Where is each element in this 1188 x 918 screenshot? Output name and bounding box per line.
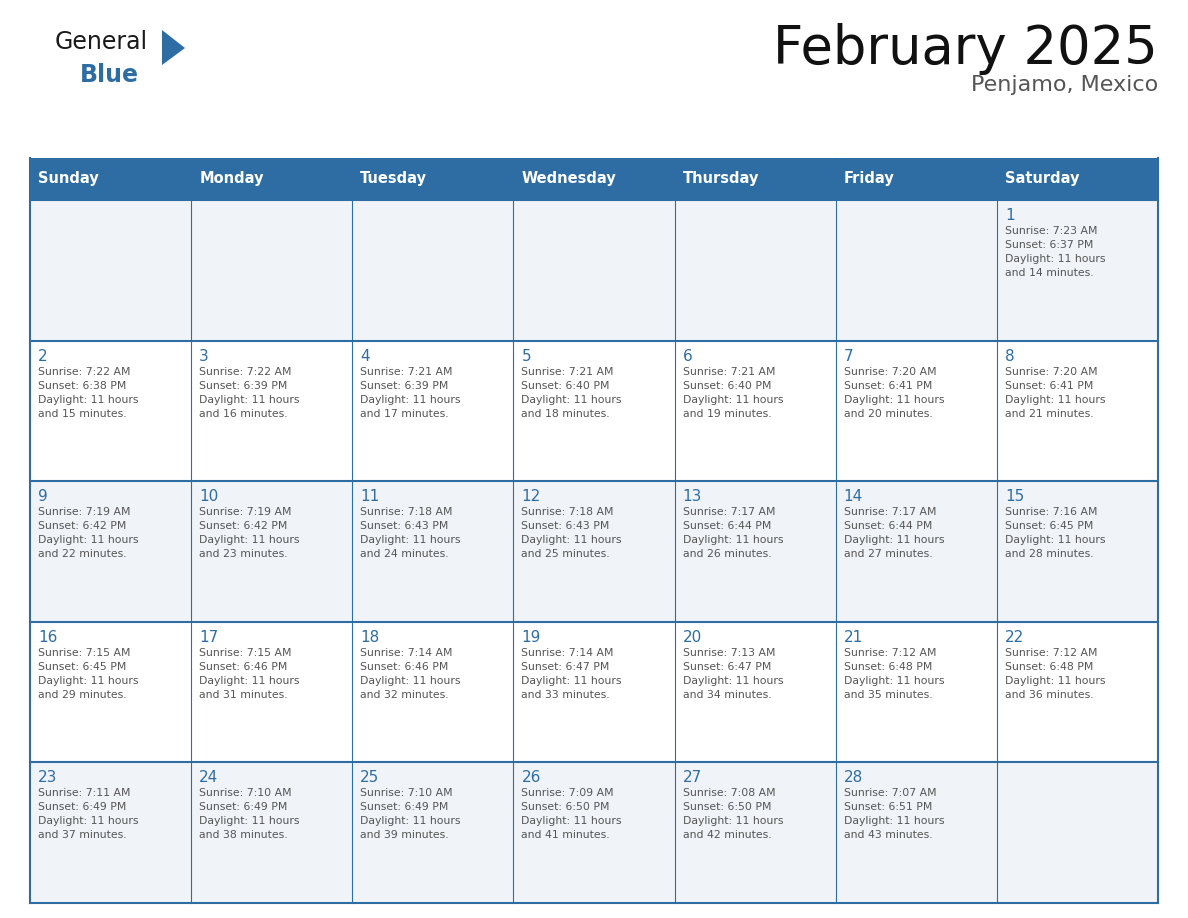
Text: Monday: Monday — [200, 172, 264, 186]
Text: 17: 17 — [200, 630, 219, 644]
Text: Sunrise: 7:21 AM
Sunset: 6:40 PM
Daylight: 11 hours
and 18 minutes.: Sunrise: 7:21 AM Sunset: 6:40 PM Dayligh… — [522, 366, 623, 419]
Text: 1: 1 — [1005, 208, 1015, 223]
Text: 13: 13 — [683, 489, 702, 504]
Text: 5: 5 — [522, 349, 531, 364]
Text: 23: 23 — [38, 770, 57, 786]
Text: Sunrise: 7:15 AM
Sunset: 6:46 PM
Daylight: 11 hours
and 31 minutes.: Sunrise: 7:15 AM Sunset: 6:46 PM Dayligh… — [200, 648, 299, 700]
Text: Penjamo, Mexico: Penjamo, Mexico — [971, 75, 1158, 95]
Text: 11: 11 — [360, 489, 379, 504]
Text: Sunrise: 7:08 AM
Sunset: 6:50 PM
Daylight: 11 hours
and 42 minutes.: Sunrise: 7:08 AM Sunset: 6:50 PM Dayligh… — [683, 789, 783, 840]
Bar — [30, 200, 1158, 341]
Text: Sunrise: 7:18 AM
Sunset: 6:43 PM
Daylight: 11 hours
and 24 minutes.: Sunrise: 7:18 AM Sunset: 6:43 PM Dayligh… — [360, 508, 461, 559]
Text: Sunrise: 7:07 AM
Sunset: 6:51 PM
Daylight: 11 hours
and 43 minutes.: Sunrise: 7:07 AM Sunset: 6:51 PM Dayligh… — [843, 789, 944, 840]
Text: 27: 27 — [683, 770, 702, 786]
Text: Sunrise: 7:12 AM
Sunset: 6:48 PM
Daylight: 11 hours
and 36 minutes.: Sunrise: 7:12 AM Sunset: 6:48 PM Dayligh… — [1005, 648, 1105, 700]
Text: 14: 14 — [843, 489, 862, 504]
Bar — [30, 158, 1158, 200]
Text: Sunrise: 7:14 AM
Sunset: 6:47 PM
Daylight: 11 hours
and 33 minutes.: Sunrise: 7:14 AM Sunset: 6:47 PM Dayligh… — [522, 648, 623, 700]
Text: Sunrise: 7:12 AM
Sunset: 6:48 PM
Daylight: 11 hours
and 35 minutes.: Sunrise: 7:12 AM Sunset: 6:48 PM Dayligh… — [843, 648, 944, 700]
Text: 9: 9 — [38, 489, 48, 504]
Text: Sunrise: 7:17 AM
Sunset: 6:44 PM
Daylight: 11 hours
and 26 minutes.: Sunrise: 7:17 AM Sunset: 6:44 PM Dayligh… — [683, 508, 783, 559]
Text: Sunrise: 7:11 AM
Sunset: 6:49 PM
Daylight: 11 hours
and 37 minutes.: Sunrise: 7:11 AM Sunset: 6:49 PM Dayligh… — [38, 789, 139, 840]
Text: Thursday: Thursday — [683, 172, 759, 186]
Bar — [30, 763, 1158, 903]
Text: 8: 8 — [1005, 349, 1015, 364]
Text: Sunrise: 7:23 AM
Sunset: 6:37 PM
Daylight: 11 hours
and 14 minutes.: Sunrise: 7:23 AM Sunset: 6:37 PM Dayligh… — [1005, 226, 1105, 278]
Text: Sunrise: 7:22 AM
Sunset: 6:38 PM
Daylight: 11 hours
and 15 minutes.: Sunrise: 7:22 AM Sunset: 6:38 PM Dayligh… — [38, 366, 139, 419]
Text: Sunrise: 7:20 AM
Sunset: 6:41 PM
Daylight: 11 hours
and 21 minutes.: Sunrise: 7:20 AM Sunset: 6:41 PM Dayligh… — [1005, 366, 1105, 419]
Text: 4: 4 — [360, 349, 369, 364]
Text: 25: 25 — [360, 770, 379, 786]
Text: 16: 16 — [38, 630, 57, 644]
Text: 24: 24 — [200, 770, 219, 786]
Text: Sunrise: 7:10 AM
Sunset: 6:49 PM
Daylight: 11 hours
and 38 minutes.: Sunrise: 7:10 AM Sunset: 6:49 PM Dayligh… — [200, 789, 299, 840]
Text: Sunrise: 7:09 AM
Sunset: 6:50 PM
Daylight: 11 hours
and 41 minutes.: Sunrise: 7:09 AM Sunset: 6:50 PM Dayligh… — [522, 789, 623, 840]
Bar — [30, 481, 1158, 621]
Text: Sunrise: 7:19 AM
Sunset: 6:42 PM
Daylight: 11 hours
and 23 minutes.: Sunrise: 7:19 AM Sunset: 6:42 PM Dayligh… — [200, 508, 299, 559]
Text: Sunrise: 7:14 AM
Sunset: 6:46 PM
Daylight: 11 hours
and 32 minutes.: Sunrise: 7:14 AM Sunset: 6:46 PM Dayligh… — [360, 648, 461, 700]
Text: 28: 28 — [843, 770, 862, 786]
Text: Sunrise: 7:21 AM
Sunset: 6:39 PM
Daylight: 11 hours
and 17 minutes.: Sunrise: 7:21 AM Sunset: 6:39 PM Dayligh… — [360, 366, 461, 419]
Bar — [30, 621, 1158, 763]
Bar — [30, 341, 1158, 481]
Text: 6: 6 — [683, 349, 693, 364]
Text: 3: 3 — [200, 349, 209, 364]
Text: 20: 20 — [683, 630, 702, 644]
Text: 10: 10 — [200, 489, 219, 504]
Text: Sunday: Sunday — [38, 172, 99, 186]
Text: Sunrise: 7:13 AM
Sunset: 6:47 PM
Daylight: 11 hours
and 34 minutes.: Sunrise: 7:13 AM Sunset: 6:47 PM Dayligh… — [683, 648, 783, 700]
Text: 18: 18 — [360, 630, 379, 644]
Text: Sunrise: 7:16 AM
Sunset: 6:45 PM
Daylight: 11 hours
and 28 minutes.: Sunrise: 7:16 AM Sunset: 6:45 PM Dayligh… — [1005, 508, 1105, 559]
Text: General: General — [55, 30, 148, 54]
Text: Sunrise: 7:19 AM
Sunset: 6:42 PM
Daylight: 11 hours
and 22 minutes.: Sunrise: 7:19 AM Sunset: 6:42 PM Dayligh… — [38, 508, 139, 559]
Polygon shape — [162, 30, 185, 65]
Text: 21: 21 — [843, 630, 862, 644]
Text: February 2025: February 2025 — [773, 23, 1158, 75]
Text: 26: 26 — [522, 770, 541, 786]
Text: Blue: Blue — [80, 63, 139, 87]
Text: 19: 19 — [522, 630, 541, 644]
Text: Saturday: Saturday — [1005, 172, 1080, 186]
Text: Sunrise: 7:20 AM
Sunset: 6:41 PM
Daylight: 11 hours
and 20 minutes.: Sunrise: 7:20 AM Sunset: 6:41 PM Dayligh… — [843, 366, 944, 419]
Text: Sunrise: 7:15 AM
Sunset: 6:45 PM
Daylight: 11 hours
and 29 minutes.: Sunrise: 7:15 AM Sunset: 6:45 PM Dayligh… — [38, 648, 139, 700]
Text: 7: 7 — [843, 349, 853, 364]
Text: Tuesday: Tuesday — [360, 172, 428, 186]
Text: Sunrise: 7:22 AM
Sunset: 6:39 PM
Daylight: 11 hours
and 16 minutes.: Sunrise: 7:22 AM Sunset: 6:39 PM Dayligh… — [200, 366, 299, 419]
Text: Sunrise: 7:21 AM
Sunset: 6:40 PM
Daylight: 11 hours
and 19 minutes.: Sunrise: 7:21 AM Sunset: 6:40 PM Dayligh… — [683, 366, 783, 419]
Text: Sunrise: 7:10 AM
Sunset: 6:49 PM
Daylight: 11 hours
and 39 minutes.: Sunrise: 7:10 AM Sunset: 6:49 PM Dayligh… — [360, 789, 461, 840]
Text: 12: 12 — [522, 489, 541, 504]
Text: Sunrise: 7:17 AM
Sunset: 6:44 PM
Daylight: 11 hours
and 27 minutes.: Sunrise: 7:17 AM Sunset: 6:44 PM Dayligh… — [843, 508, 944, 559]
Text: Friday: Friday — [843, 172, 895, 186]
Text: Sunrise: 7:18 AM
Sunset: 6:43 PM
Daylight: 11 hours
and 25 minutes.: Sunrise: 7:18 AM Sunset: 6:43 PM Dayligh… — [522, 508, 623, 559]
Text: 15: 15 — [1005, 489, 1024, 504]
Text: 2: 2 — [38, 349, 48, 364]
Text: Wednesday: Wednesday — [522, 172, 617, 186]
Text: 22: 22 — [1005, 630, 1024, 644]
